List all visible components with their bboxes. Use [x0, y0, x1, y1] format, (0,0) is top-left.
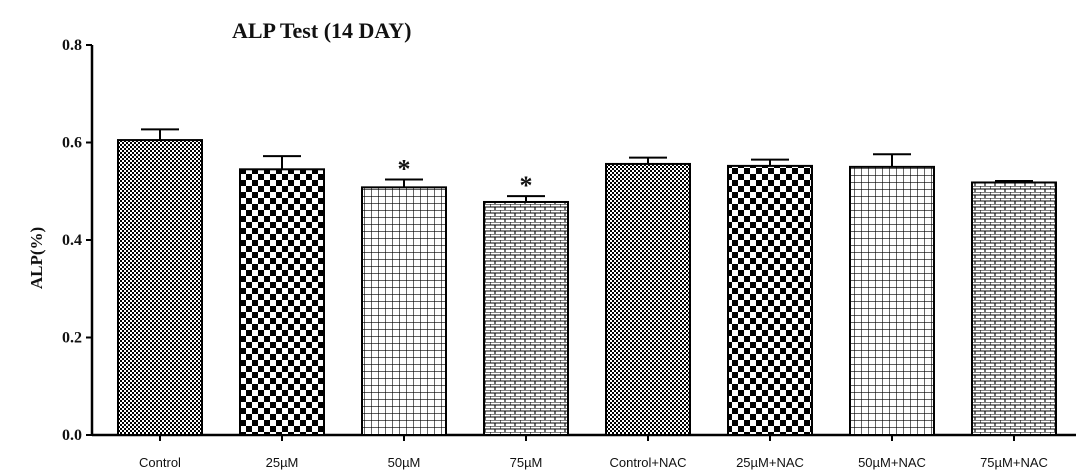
x-tick-label: 50µM — [388, 455, 421, 470]
y-tick-label: 0.6 — [62, 135, 82, 152]
bar-0 — [117, 139, 203, 436]
x-tick-label: Control+NAC — [610, 455, 687, 470]
bar-6 — [849, 165, 935, 436]
chart-title: ALP Test (14 DAY) — [232, 18, 412, 43]
x-tick-label: 25µM — [266, 455, 299, 470]
bar-2 — [361, 186, 447, 436]
y-tick-label: 0.4 — [62, 232, 82, 249]
x-tick-label: Control — [139, 455, 181, 470]
significance-star: * — [520, 171, 533, 200]
bar-7 — [971, 181, 1057, 436]
x-tick-label: 25µM+NAC — [736, 455, 804, 470]
y-tick-label: 0.8 — [62, 37, 82, 54]
x-tick-label: 75µM — [510, 455, 543, 470]
y-axis-label: ALP(%) — [27, 227, 46, 289]
bar-1 — [239, 168, 325, 436]
bar-5 — [727, 164, 813, 436]
x-tick-label: 50µM+NAC — [858, 455, 926, 470]
bar-3 — [483, 200, 569, 436]
y-tick-label: 0.0 — [62, 427, 82, 444]
significance-star: * — [398, 155, 411, 184]
y-tick-label: 0.2 — [62, 330, 82, 347]
x-tick-label: 75µM+NAC — [980, 455, 1048, 470]
bar-4 — [605, 162, 691, 436]
